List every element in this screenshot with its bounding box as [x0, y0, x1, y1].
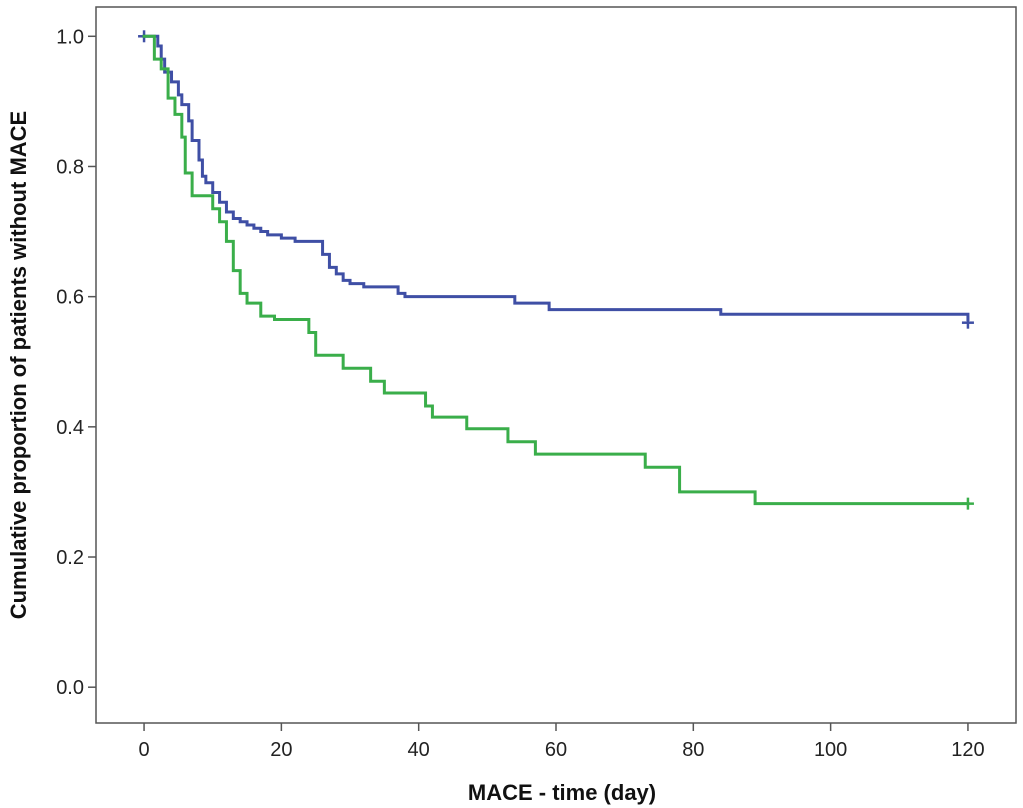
- y-tick-label: 0.2: [56, 547, 84, 569]
- plot-frame: [95, 6, 1017, 724]
- axes-layer: 0 20 40 60 80 100 120 0.0 0.2 0.4 0.6 0.8 1.0: [56, 26, 984, 761]
- y-axis-title: Cumulative proportion of patients withou…: [6, 111, 31, 619]
- x-tick-label: 0: [138, 739, 149, 761]
- series-1-censor-mark: [961, 316, 974, 329]
- x-tick-label: 40: [408, 739, 430, 761]
- x-tick-label: 60: [545, 739, 567, 761]
- x-tick-label: 100: [814, 739, 847, 761]
- series-layer: [138, 30, 974, 510]
- y-tick-label: 0.6: [56, 287, 84, 309]
- series-2-survival-line: [142, 34, 970, 506]
- series-1-survival-line: [142, 34, 970, 321]
- x-tick-label: 120: [951, 739, 984, 761]
- series-2-censor-mark: [961, 497, 974, 510]
- y-tick-label: 0.0: [56, 677, 84, 699]
- y-tick-label: 0.8: [56, 156, 84, 178]
- y-tick-label: 1.0: [56, 26, 84, 48]
- x-tick-label: 20: [270, 739, 292, 761]
- x-axis-title: MACE - time (day): [468, 780, 656, 805]
- x-tick-label: 80: [682, 739, 704, 761]
- y-tick-label: 0.4: [56, 417, 84, 439]
